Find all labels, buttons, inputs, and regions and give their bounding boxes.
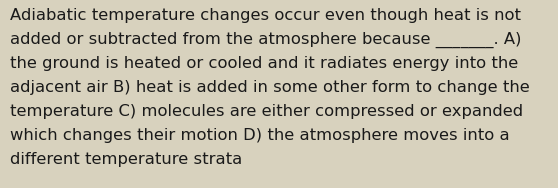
Text: added or subtracted from the atmosphere because _______. A): added or subtracted from the atmosphere … [10, 32, 522, 48]
Text: which changes their motion D) the atmosphere moves into a: which changes their motion D) the atmosp… [10, 128, 509, 143]
Text: adjacent air B) heat is added in some other form to change the: adjacent air B) heat is added in some ot… [10, 80, 530, 95]
Text: temperature C) molecules are either compressed or expanded: temperature C) molecules are either comp… [10, 104, 523, 119]
Text: Adiabatic temperature changes occur even though heat is not: Adiabatic temperature changes occur even… [10, 8, 521, 23]
Text: different temperature strata: different temperature strata [10, 152, 242, 167]
Text: the ground is heated or cooled and it radiates energy into the: the ground is heated or cooled and it ra… [10, 56, 518, 71]
